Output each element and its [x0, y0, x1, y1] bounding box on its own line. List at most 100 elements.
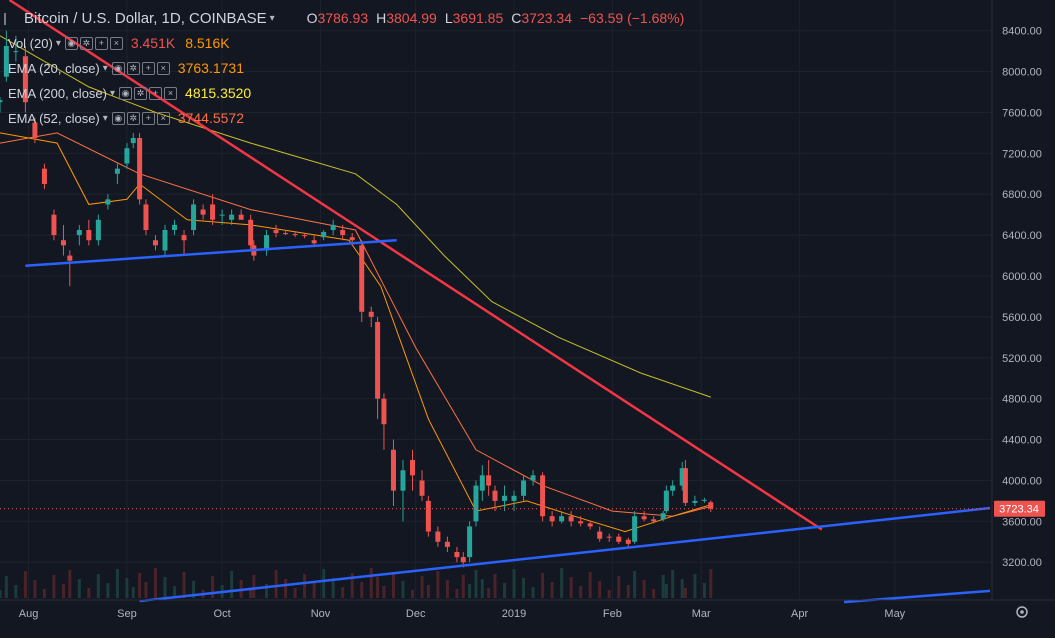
candle	[410, 449, 415, 491]
candle-body	[302, 235, 308, 237]
volume-bar	[350, 573, 354, 598]
candle-body	[419, 480, 425, 496]
eye-icon[interactable]: ◉	[64, 37, 78, 50]
candle-body	[549, 516, 555, 522]
candle-body	[632, 516, 638, 542]
candle	[549, 511, 555, 527]
volume-bar	[284, 579, 288, 598]
eye-icon[interactable]: ◉	[111, 112, 125, 125]
plus-icon[interactable]: +	[94, 37, 108, 50]
candle-body	[381, 398, 387, 425]
price-tick-label: 5600.00	[1002, 312, 1042, 324]
candle	[152, 235, 158, 251]
indicator-row[interactable]: Vol (20) ▾ ◉ ✲ + × 3.451K 8.516K	[8, 31, 684, 56]
indicator-label[interactable]: EMA (200, close)	[8, 86, 107, 101]
indicator-row[interactable]: EMA (200, close) ▾ ◉ ✲ + × 4815.3520	[8, 81, 684, 106]
volume-bar	[4, 576, 8, 598]
blue-trendline[interactable]	[139, 506, 991, 603]
legend-menu-icon[interactable]	[4, 12, 16, 25]
candle	[400, 460, 406, 522]
indicator-label[interactable]: Vol (20)	[8, 36, 53, 51]
volume-bar	[461, 575, 465, 598]
close-icon[interactable]: ×	[156, 62, 170, 75]
close-icon[interactable]: ×	[164, 87, 178, 100]
chevron-down-icon[interactable]: ▾	[55, 38, 61, 49]
price-axis[interactable]: 8400.00 8000.00 7600.00 7200.00 6800.00 6400.…	[1002, 26, 1042, 570]
candle-body	[606, 536, 612, 538]
eye-icon[interactable]: ◉	[119, 87, 133, 100]
indicator-buttons: ◉ ✲ + ×	[111, 112, 170, 125]
volume-bar	[61, 584, 65, 598]
volume-bar	[401, 581, 405, 598]
settings-icon[interactable]: ✲	[126, 62, 140, 75]
candle-body	[559, 516, 565, 522]
plus-icon[interactable]: +	[141, 62, 155, 75]
candle-body	[540, 475, 546, 517]
chevron-down-icon[interactable]: ▾	[102, 113, 108, 124]
indicator-value: 4815.3520	[185, 85, 252, 101]
price-tick-label: 8000.00	[1002, 67, 1042, 79]
volume-bar	[52, 575, 56, 598]
candle-body	[682, 468, 688, 503]
candle-body	[359, 245, 365, 312]
candle-body	[86, 230, 92, 241]
candle-body	[292, 234, 298, 236]
price-tick-label: 4800.00	[1002, 394, 1042, 406]
candle-body	[616, 536, 622, 542]
candle-body	[32, 122, 38, 138]
candle	[130, 132, 136, 149]
blue-trendline[interactable]	[25, 238, 397, 268]
chevron-down-icon[interactable]: ▾	[110, 88, 116, 99]
volume-bar	[455, 589, 459, 598]
indicator-row[interactable]: EMA (20, close) ▾ ◉ ✲ + × 3763.1731	[8, 56, 684, 81]
settings-icon[interactable]: ✲	[134, 87, 148, 100]
candle	[559, 511, 565, 524]
candle-body	[67, 255, 73, 261]
settings-icon[interactable]: ✲	[126, 112, 140, 125]
settings-icon[interactable]: ✲	[79, 37, 93, 50]
candle	[641, 511, 647, 522]
plus-icon[interactable]: +	[141, 112, 155, 125]
candle-body	[191, 204, 197, 230]
candle-body	[130, 138, 136, 144]
candle-body	[238, 214, 244, 220]
indicator-label[interactable]: EMA (20, close)	[8, 61, 100, 76]
candle	[375, 316, 381, 420]
time-axis[interactable]: Aug Sep Oct Nov Dec 2019 Feb Mar Apr May	[19, 608, 906, 620]
candle	[200, 204, 206, 220]
volume-bar	[252, 575, 256, 598]
chevron-down-icon[interactable]: ▾	[102, 63, 108, 74]
candle-body	[162, 230, 168, 251]
red-trendline[interactable]	[8, 0, 823, 531]
close-icon[interactable]: ×	[109, 37, 123, 50]
candle-body	[114, 168, 120, 174]
volume-bar	[138, 573, 142, 598]
candle-body	[330, 224, 336, 230]
volume-bar	[312, 583, 316, 598]
candle-body	[124, 148, 130, 164]
gear-icon[interactable]	[1016, 606, 1028, 618]
symbol-title[interactable]: Bitcoin / U.S. Dollar, 1D, COINBASE	[24, 10, 267, 27]
volume-bar	[369, 568, 373, 598]
close-value: 3723.34	[521, 10, 572, 26]
candle	[219, 209, 225, 225]
last-price-label: 3723.34	[999, 504, 1039, 516]
volume-bar	[626, 585, 630, 598]
settings-button[interactable]	[1016, 606, 1028, 618]
eye-icon[interactable]: ◉	[111, 62, 125, 75]
chevron-down-icon[interactable]: ▾	[269, 13, 275, 24]
trend-lines[interactable]	[8, 0, 991, 604]
volume-bar	[503, 583, 507, 598]
candle	[540, 472, 546, 522]
volume-bar	[131, 587, 135, 598]
close-icon[interactable]: ×	[156, 112, 170, 125]
candle-body	[375, 322, 381, 399]
volume-bar	[303, 574, 307, 598]
indicator-row[interactable]: EMA (52, close) ▾ ◉ ✲ + × 3744.5572	[8, 106, 684, 131]
open-key: O	[306, 10, 318, 26]
volume-bar	[480, 579, 484, 598]
indicator-label[interactable]: EMA (52, close)	[8, 111, 100, 126]
plus-icon[interactable]: +	[149, 87, 163, 100]
